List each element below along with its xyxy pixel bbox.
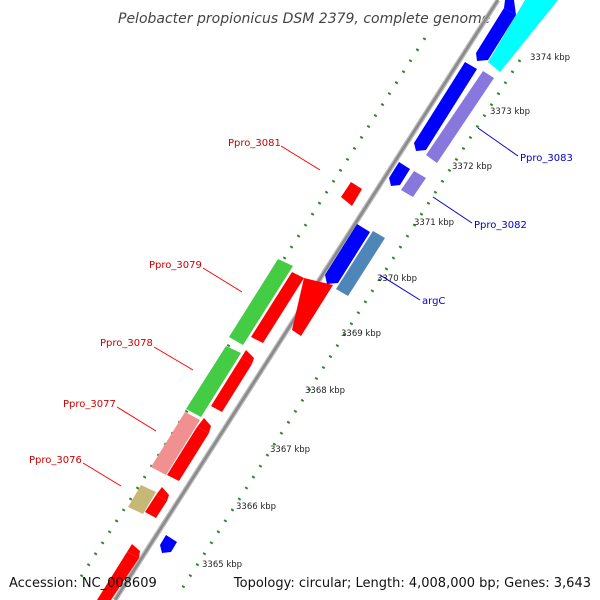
reverse-cds-top[interactable] — [476, 8, 516, 61]
leader-ppro-3076 — [82, 462, 122, 487]
forward-cds-lower-head — [197, 418, 211, 433]
map-title: Pelobacter propionicus DSM 2379, complet… — [118, 11, 490, 27]
gene-ppro-3077[interactable] — [151, 412, 200, 475]
leader-ppro-3083 — [477, 127, 519, 157]
forward-cds-mid[interactable] — [211, 358, 252, 412]
scale-label-3366: 3366 kbp — [236, 502, 276, 512]
accession-text: Accession: NC_008609 — [9, 576, 157, 591]
forward-cds-3076[interactable] — [145, 495, 167, 518]
leader-argc — [379, 274, 421, 301]
forward-cds-upper[interactable] — [251, 272, 304, 343]
gene-argc[interactable] — [336, 231, 385, 296]
gene-cyan-feature[interactable] — [488, 0, 558, 72]
label-ppro-3078[interactable]: Ppro_3078 — [100, 338, 153, 349]
scale-label-3368: 3368 kbp — [305, 386, 345, 396]
forward-cds-mid-head — [241, 350, 254, 364]
scale-label-3371: 3371 kbp — [414, 218, 454, 228]
gene-ppro-3078[interactable] — [186, 346, 241, 417]
scale-label-3367: 3367 kbp — [270, 445, 310, 455]
reverse-cds-argc-partner[interactable] — [325, 224, 370, 284]
label-ppro-3083[interactable]: Ppro_3083 — [520, 153, 573, 164]
reverse-cds-small[interactable] — [389, 162, 410, 186]
scale-label-3369: 3369 kbp — [341, 329, 381, 339]
label-ppro-3076[interactable]: Ppro_3076 — [29, 455, 82, 466]
scale-label-3372: 3372 kbp — [452, 162, 492, 172]
label-ppro-3077[interactable]: Ppro_3077 — [63, 399, 116, 410]
gene-ppro-3082[interactable] — [401, 171, 426, 197]
forward-cds-lower[interactable] — [167, 427, 209, 481]
gene-ppro-3083[interactable] — [426, 71, 494, 163]
forward-cds-3081[interactable] — [341, 182, 362, 206]
scale-label-3374: 3374 kbp — [530, 53, 570, 63]
reverse-cds-bottom[interactable] — [160, 535, 177, 553]
reverse-cds-3083-partner[interactable] — [414, 62, 477, 151]
topology-text: Topology: circular; Length: 4,008,000 bp… — [233, 576, 591, 591]
label-ppro-3079[interactable]: Ppro_3079 — [149, 260, 202, 271]
leader-ppro-3079 — [202, 267, 243, 293]
leader-ppro-3077 — [116, 406, 157, 432]
reverse-cds-top-tail — [504, 0, 516, 15]
scale-label-3365: 3365 kbp — [202, 560, 242, 570]
scale-label-3373: 3373 kbp — [490, 107, 530, 117]
forward-cds-bottom[interactable] — [97, 552, 139, 600]
forward-arrow-upper[interactable] — [292, 278, 333, 336]
forward-cds-bottom-head — [127, 544, 140, 558]
forward-cds-3076-head — [156, 487, 169, 501]
gene-ppro-3076[interactable] — [128, 485, 156, 514]
leader-ppro-3082 — [432, 196, 473, 224]
label-argc[interactable]: argC — [422, 296, 445, 307]
gene-ppro-3079[interactable] — [229, 259, 293, 345]
inner-gc-ring — [176, 59, 522, 596]
scale-label-3370: 3370 kbp — [377, 274, 417, 284]
leader-ppro-3081 — [280, 145, 321, 171]
label-ppro-3081[interactable]: Ppro_3081 — [228, 138, 281, 149]
label-ppro-3082[interactable]: Ppro_3082 — [474, 220, 527, 231]
leader-ppro-3078 — [153, 346, 194, 371]
